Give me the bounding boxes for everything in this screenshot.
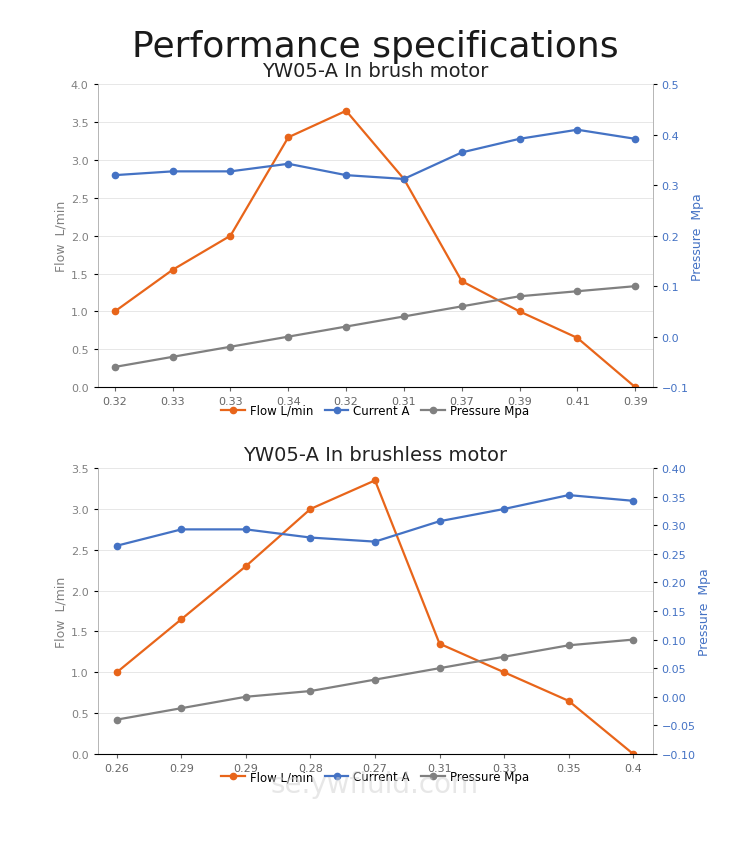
Legend: Flow L/min, Current A, Pressure Mpa: Flow L/min, Current A, Pressure Mpa	[217, 766, 533, 788]
Y-axis label: Pressure  Mpa: Pressure Mpa	[698, 567, 711, 655]
Y-axis label: Flow  L/min: Flow L/min	[55, 576, 68, 647]
Text: Performance specifications: Performance specifications	[132, 30, 618, 64]
Legend: Flow L/min, Current A, Pressure Mpa: Flow L/min, Current A, Pressure Mpa	[217, 400, 533, 422]
Y-axis label: Flow  L/min: Flow L/min	[55, 201, 68, 272]
Title: YW05-A In brush motor: YW05-A In brush motor	[262, 62, 488, 81]
Title: YW05-A In brushless motor: YW05-A In brushless motor	[243, 446, 507, 464]
Text: se.ywfluid.com: se.ywfluid.com	[271, 770, 479, 797]
Y-axis label: Pressure  Mpa: Pressure Mpa	[692, 193, 704, 280]
